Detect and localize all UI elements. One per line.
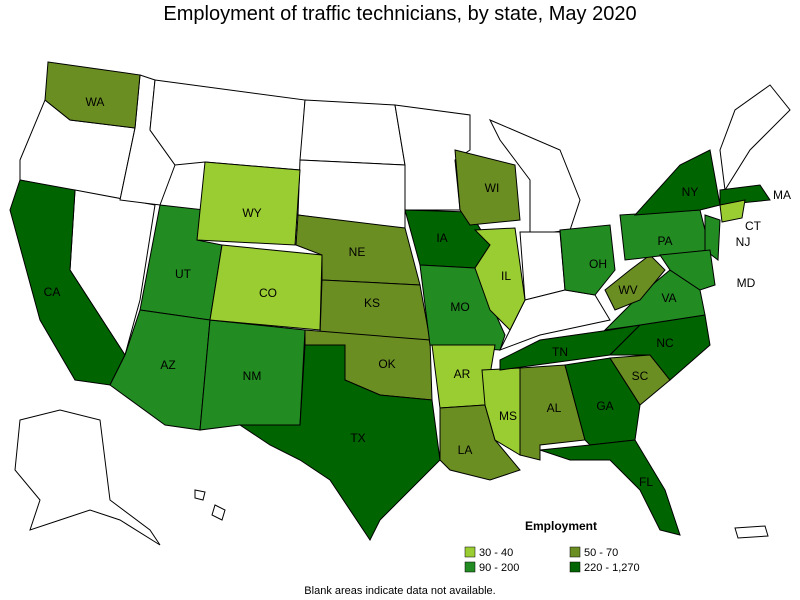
state-shape [149, 79, 306, 171]
state-shape [519, 231, 566, 301]
hawaii [194, 489, 206, 501]
state-label: WV [618, 283, 637, 297]
state-label: MA [773, 188, 791, 202]
state-label: VA [661, 291, 676, 305]
state-label: GA [596, 399, 613, 413]
puerto-rico [734, 525, 769, 539]
legend-swatch [569, 546, 581, 558]
state-shape [299, 99, 406, 166]
state-shape [319, 279, 431, 341]
state-shape [604, 254, 666, 311]
legend-label: 30 - 40 [479, 547, 513, 559]
state-label: CT [745, 219, 762, 233]
state-shape [419, 264, 506, 351]
footnote: Blank areas indicate data not available. [304, 585, 495, 597]
state-label: MS [499, 409, 517, 423]
state-label: NE [349, 245, 366, 259]
map-title: Employment of traffic technicians, by st… [163, 3, 636, 25]
state-shape [659, 249, 716, 291]
states: WA CA UT AZ NM WY CO NE KS OK TX IA MO AR LA WI IL MS AL TN… [9, 61, 791, 541]
state-label: UT [175, 267, 192, 281]
state-label: MD [737, 276, 756, 290]
state-label: TX [350, 431, 365, 445]
state-label: SC [632, 369, 649, 383]
state-shape [719, 184, 771, 206]
legend-swatch [569, 561, 581, 573]
state-shape [454, 149, 521, 226]
legend-swatch [464, 561, 476, 573]
state-label: MO [450, 300, 469, 314]
state-label: TN [552, 345, 568, 359]
state-shape [633, 149, 721, 216]
state-label: KS [364, 296, 380, 310]
hawaii [211, 504, 226, 521]
state-label: AZ [160, 358, 175, 372]
state-label: OH [589, 257, 607, 271]
state-label: NJ [736, 235, 751, 249]
alaska [14, 409, 161, 546]
state-shape [719, 199, 746, 223]
state-label: WA [86, 95, 105, 109]
state-label: NM [243, 369, 262, 383]
state-label: AR [454, 367, 471, 381]
state-shape [704, 214, 721, 261]
state-shape [44, 61, 141, 129]
legend-label: 220 - 1,270 [584, 562, 640, 574]
state-label: NC [656, 336, 674, 350]
state-label: LA [458, 443, 473, 457]
legend-label: 50 - 70 [584, 547, 618, 559]
state-shape [719, 84, 791, 192]
legend: 30 - 40 50 - 70 90 - 200 220 - 1,270 [464, 546, 640, 574]
state-label: PA [657, 234, 672, 248]
state-shape [539, 439, 681, 536]
state-label: WI [485, 181, 500, 195]
state-label: FL [639, 475, 653, 489]
state-label: OK [378, 357, 395, 371]
state-label: WY [242, 206, 261, 220]
state-label: IA [436, 231, 447, 245]
state-label: CO [259, 286, 277, 300]
state-shape [196, 161, 301, 246]
state-shape [238, 344, 441, 541]
state-label: CA [44, 285, 61, 299]
blank-states [14, 74, 791, 546]
legend-swatch [464, 546, 476, 558]
state-label: AL [547, 401, 562, 415]
state-shape [473, 227, 526, 331]
legend-label: 90 - 200 [479, 562, 519, 574]
state-label: IL [501, 269, 511, 283]
legend-title: Employment [525, 519, 597, 533]
state-shape [559, 224, 616, 296]
state-label: NY [682, 185, 699, 199]
